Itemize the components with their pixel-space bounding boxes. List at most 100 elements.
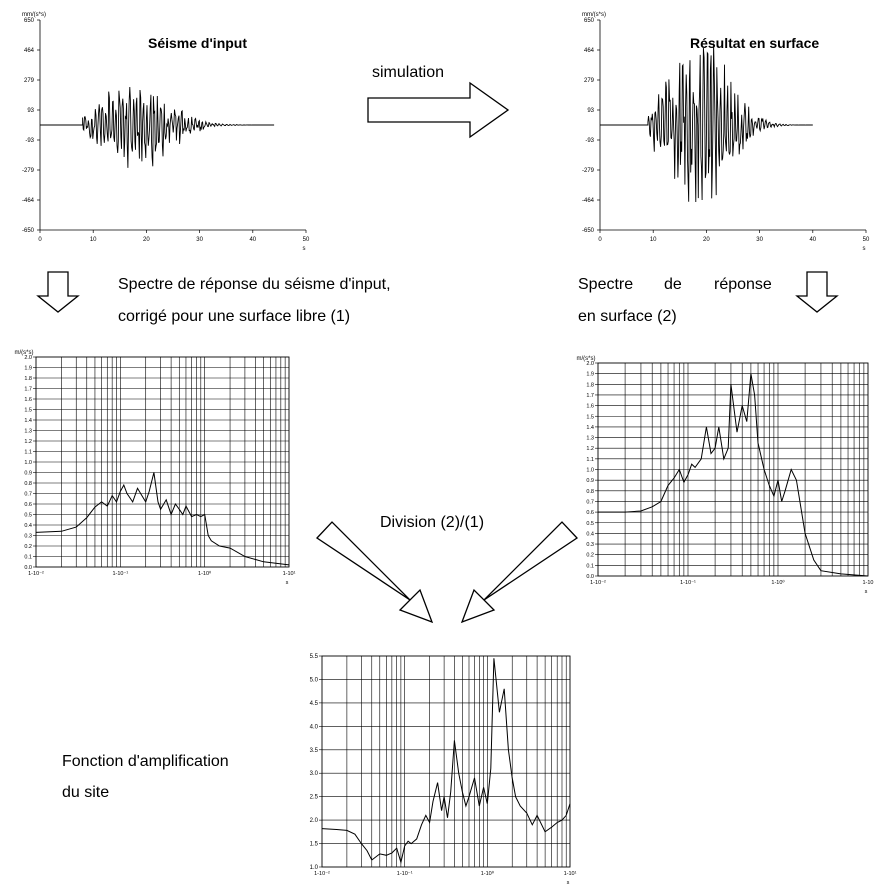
y-tick-label: 0.8 [24, 481, 32, 487]
x-tick-label: 1-10⁻² [590, 580, 606, 586]
x-tick-label: 1-10⁻² [28, 571, 44, 577]
y-tick-label: -93 [25, 138, 34, 144]
y-tick-label: 1.9 [24, 366, 32, 372]
input-spectrum-caption-line2: corrigé pour une surface libre (1) [118, 308, 351, 325]
y-tick-label: 2.5 [310, 795, 319, 801]
y-tick-label: 1.1 [586, 457, 594, 463]
y-tick-label: 0.0 [586, 574, 594, 580]
y-tick-label: -279 [582, 168, 595, 174]
y-tick-label: 0.7 [24, 492, 32, 498]
division-label: Division (2)/(1) [380, 514, 485, 531]
x-tick-label: 1-10⁰ [771, 579, 785, 586]
spectrum-line [598, 373, 869, 577]
y-tick-label: -93 [585, 138, 594, 144]
surface-spectrum-caption-word1: Spectre [578, 276, 634, 293]
y-tick-label: 1.1 [24, 450, 32, 456]
x-tick-label: 1-10⁻¹ [112, 571, 128, 577]
y-tick-label: 650 [584, 18, 595, 24]
y-tick-label: 1.2 [586, 446, 594, 452]
y-tick-label: 0.1 [24, 555, 32, 561]
spectrum-line [321, 658, 571, 865]
y-tick-label: 0.2 [586, 553, 594, 559]
chart-amplification-function: 1.0 1.5 2.0 2.5 3.0 3.5 4.0 4.5 5.0 5.5 1-10⁻² 1-10… [310, 654, 577, 886]
y-tick-label: -464 [22, 198, 35, 204]
y-tick-label: 2.0 [586, 361, 594, 367]
x-tick-label: 1-10⁰ [198, 570, 212, 577]
x-tick-label: 1-10⁻² [314, 871, 330, 877]
x-axis-label: s [286, 580, 289, 586]
seismogram-trace [40, 86, 275, 168]
x-tick-label: 1-10¹ [564, 871, 577, 877]
y-tick-label: 2.0 [24, 355, 32, 361]
chart-title: Séisme d'input [148, 35, 247, 51]
x-tick-label: 0 [598, 237, 602, 243]
y-axis-label: m/(s*s) [577, 356, 596, 362]
y-tick-label: 0.3 [24, 534, 32, 540]
x-tick-label: 50 [863, 237, 870, 243]
y-tick-label: 1.5 [310, 842, 319, 848]
x-tick-label: 0 [38, 237, 42, 243]
chart-surface-spectrum: 0.0 0.1 0.2 0.3 0.4 0.5 0.6 0.7 0.8 0.9 1.0 1.1 1.2 1… [577, 356, 874, 595]
x-tick-label: 30 [756, 237, 763, 243]
x-tick-label: 50 [303, 237, 310, 243]
y-tick-label: 650 [24, 18, 35, 24]
x-tick-label: 40 [809, 237, 816, 243]
down-arrow-left [36, 271, 80, 313]
y-tick-label: 0.8 [586, 489, 594, 495]
y-axis-label: mm/(s*s) [582, 12, 606, 18]
y-tick-label: 4.5 [310, 701, 319, 707]
y-tick-label: 1.8 [586, 382, 594, 388]
plot-frame [321, 655, 571, 868]
down-arrow-right [795, 271, 839, 313]
input-spectrum-caption-line1: Spectre de réponse du séisme d'input, [118, 276, 391, 293]
y-tick-label: 1.8 [24, 376, 32, 382]
y-tick-label: 1.5 [24, 408, 32, 414]
diagonal-arrow-left [316, 521, 434, 624]
y-tick-label: -279 [22, 168, 35, 174]
surface-spectrum-caption-line2: en surface (2) [578, 308, 677, 325]
y-tick-label: 1.6 [586, 404, 594, 410]
x-tick-label: 1-10⁻¹ [680, 580, 696, 586]
y-tick-label: 1.2 [24, 439, 32, 445]
y-tick-label: 0.9 [586, 478, 594, 484]
surface-spectrum-caption-word2: de [664, 276, 682, 293]
y-tick-label: 1.3 [24, 429, 32, 435]
x-tick-label: 30 [196, 237, 203, 243]
y-tick-label: 4.0 [310, 724, 319, 730]
y-tick-label: 0.5 [24, 513, 32, 519]
x-tick-label: 1-10⁰ [481, 870, 495, 877]
x-tick-label: 1-10¹ [283, 571, 296, 577]
y-tick-label: 0.1 [586, 563, 594, 569]
y-tick-label: 1.3 [586, 436, 594, 442]
y-tick-label: -650 [22, 228, 35, 234]
x-tick-label: 10 [90, 237, 97, 243]
y-tick-label: 1.9 [586, 372, 594, 378]
y-tick-label: 279 [24, 78, 35, 84]
y-tick-label: 1.6 [24, 397, 32, 403]
y-tick-label: 2.0 [310, 818, 319, 824]
y-tick-label: 0.9 [24, 471, 32, 477]
y-tick-label: 93 [587, 108, 594, 114]
simulation-label: simulation [372, 64, 445, 81]
y-tick-label: 1.5 [586, 414, 594, 420]
y-tick-label: 3.0 [310, 771, 319, 777]
y-tick-label: 3.5 [310, 748, 319, 754]
chart-title: Résultat en surface [690, 35, 819, 51]
y-axis-label: mm/(s*s) [22, 12, 46, 18]
y-tick-label: 0.6 [586, 510, 594, 516]
simulation-arrow [367, 81, 510, 139]
seismogram-trace [600, 43, 813, 203]
x-tick-label: 1-10⁻¹ [397, 871, 413, 877]
x-axis-label: s [865, 589, 868, 595]
x-axis-label: s [303, 246, 306, 252]
y-tick-label: 0.4 [24, 523, 32, 529]
y-tick-label: 279 [584, 78, 595, 84]
x-tick-label: 1-10 [862, 580, 873, 586]
x-tick-label: 40 [249, 237, 256, 243]
y-tick-label: 5.5 [310, 654, 319, 660]
amplification-caption-line2: du site [62, 784, 110, 801]
diagonal-arrow-right [460, 521, 578, 624]
